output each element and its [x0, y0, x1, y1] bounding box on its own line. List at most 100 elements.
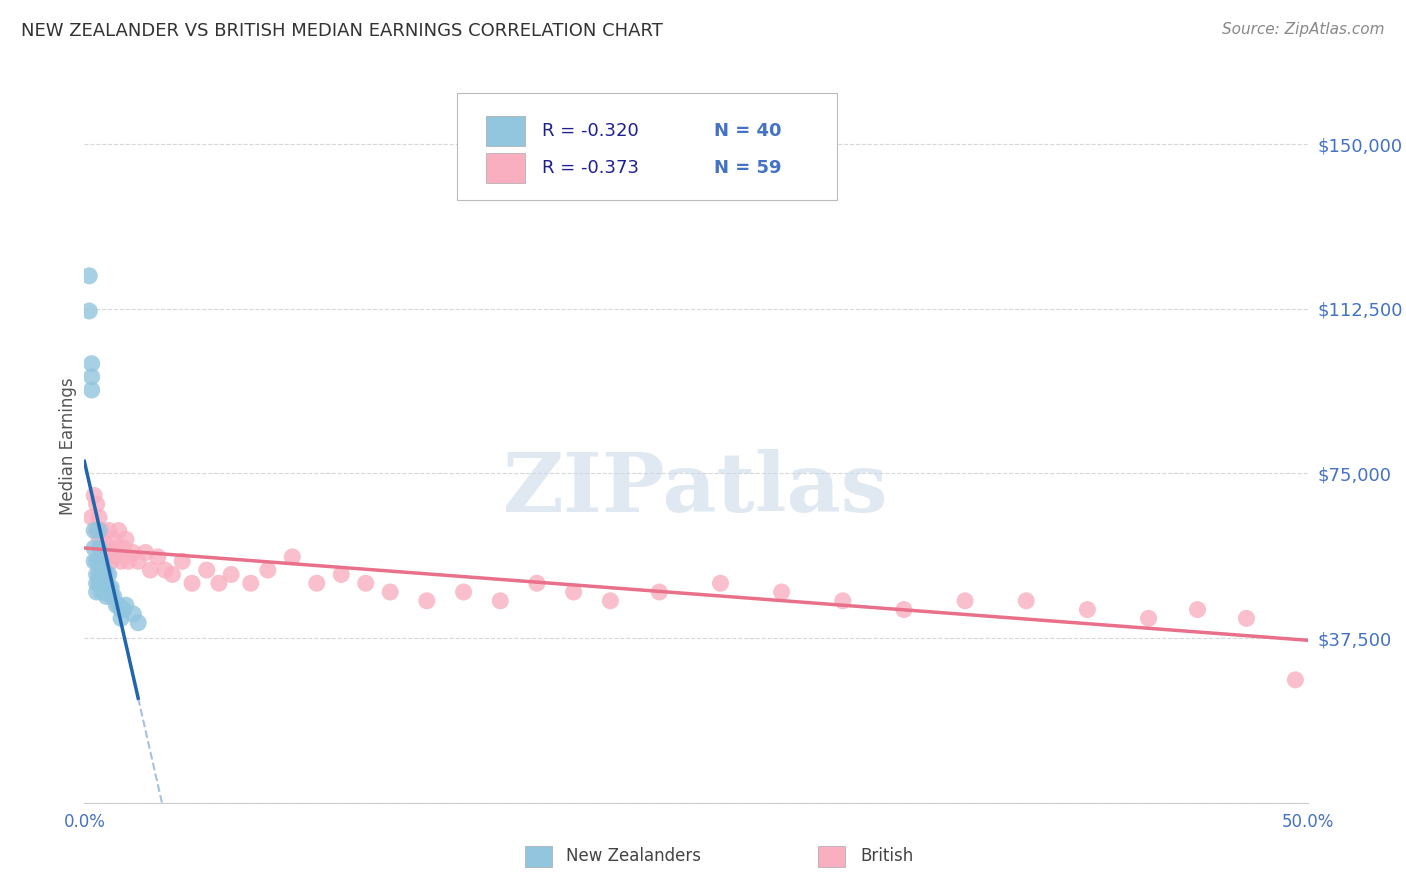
- Point: [1137, 611, 1160, 625]
- Text: British: British: [860, 847, 912, 865]
- Point: [83, 554, 105, 568]
- Point: [153, 563, 176, 577]
- Bar: [524, 846, 551, 867]
- Point: [330, 567, 353, 582]
- Point: [709, 576, 731, 591]
- Text: N = 59: N = 59: [714, 159, 782, 177]
- Point: [93, 585, 115, 599]
- Point: [86, 497, 108, 511]
- Point: [146, 549, 169, 564]
- Point: [122, 607, 145, 621]
- Point: [80, 357, 103, 371]
- Text: N = 40: N = 40: [714, 121, 782, 139]
- Point: [208, 576, 231, 591]
- Bar: [485, 153, 524, 183]
- Point: [103, 590, 125, 604]
- Point: [100, 554, 122, 568]
- Point: [90, 585, 112, 599]
- Point: [87, 524, 110, 538]
- Point: [87, 567, 110, 582]
- Point: [110, 602, 132, 616]
- Point: [105, 541, 128, 555]
- Point: [526, 576, 548, 591]
- Point: [97, 545, 120, 559]
- Point: [195, 563, 218, 577]
- Point: [1187, 602, 1209, 616]
- Point: [453, 585, 475, 599]
- Point: [127, 554, 149, 568]
- Point: [416, 594, 439, 608]
- Point: [77, 268, 100, 283]
- Point: [122, 545, 145, 559]
- Point: [86, 554, 108, 568]
- Point: [96, 541, 118, 555]
- Point: [239, 576, 262, 591]
- Point: [87, 576, 110, 591]
- Point: [100, 581, 122, 595]
- Point: [77, 304, 100, 318]
- Point: [86, 585, 108, 599]
- Point: [87, 533, 110, 547]
- Point: [110, 554, 132, 568]
- Point: [257, 563, 280, 577]
- Point: [162, 567, 184, 582]
- Point: [1015, 594, 1038, 608]
- Point: [105, 598, 128, 612]
- Point: [97, 581, 120, 595]
- Text: R = -0.320: R = -0.320: [541, 121, 638, 139]
- Point: [831, 594, 853, 608]
- Point: [86, 567, 108, 582]
- Point: [83, 524, 105, 538]
- Point: [135, 545, 157, 559]
- Point: [90, 567, 112, 582]
- Point: [648, 585, 671, 599]
- Point: [953, 594, 976, 608]
- Point: [127, 615, 149, 630]
- Point: [219, 567, 242, 582]
- Text: ZIPatlas: ZIPatlas: [503, 449, 889, 529]
- Point: [103, 549, 125, 564]
- Point: [83, 488, 105, 502]
- Point: [80, 383, 103, 397]
- Point: [80, 369, 103, 384]
- Point: [90, 576, 112, 591]
- Point: [93, 533, 115, 547]
- Text: NEW ZEALANDER VS BRITISH MEDIAN EARNINGS CORRELATION CHART: NEW ZEALANDER VS BRITISH MEDIAN EARNINGS…: [21, 22, 664, 40]
- Point: [380, 585, 402, 599]
- Point: [1234, 611, 1257, 625]
- Point: [354, 576, 377, 591]
- Point: [770, 585, 793, 599]
- Point: [562, 585, 585, 599]
- Point: [172, 554, 194, 568]
- Point: [96, 590, 118, 604]
- Point: [115, 598, 138, 612]
- Point: [489, 594, 512, 608]
- Point: [87, 554, 110, 568]
- Point: [90, 524, 112, 538]
- Point: [93, 549, 115, 564]
- Point: [107, 524, 129, 538]
- Point: [1284, 673, 1306, 687]
- Point: [139, 563, 162, 577]
- Text: Source: ZipAtlas.com: Source: ZipAtlas.com: [1222, 22, 1385, 37]
- Point: [305, 576, 328, 591]
- FancyBboxPatch shape: [457, 93, 837, 200]
- Point: [599, 594, 621, 608]
- Point: [83, 541, 105, 555]
- Point: [1076, 602, 1098, 616]
- Point: [90, 541, 112, 555]
- Point: [97, 524, 120, 538]
- Point: [96, 581, 118, 595]
- Point: [93, 563, 115, 577]
- Y-axis label: Median Earnings: Median Earnings: [59, 377, 77, 515]
- Point: [96, 567, 118, 582]
- Point: [100, 590, 122, 604]
- Point: [107, 598, 129, 612]
- Point: [112, 541, 135, 555]
- Point: [87, 541, 110, 555]
- Point: [281, 549, 304, 564]
- Point: [893, 602, 915, 616]
- Point: [93, 576, 115, 591]
- Point: [87, 510, 110, 524]
- Point: [181, 576, 204, 591]
